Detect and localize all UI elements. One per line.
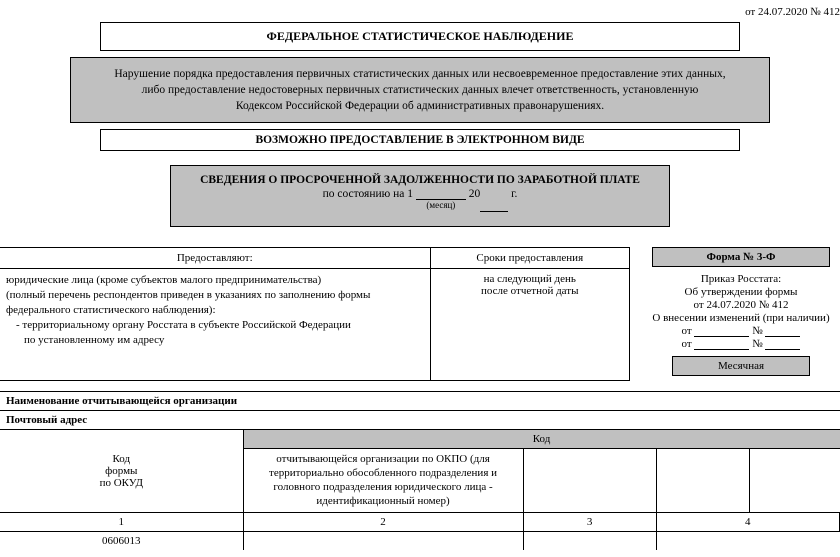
org-table: Наименование отчитывающейся организации … xyxy=(0,391,840,550)
blank-cell[interactable] xyxy=(656,448,749,512)
text: № xyxy=(752,325,763,337)
main-title: ФЕДЕРАЛЬНОЕ СТАТИСТИЧЕСКОЕ НАБЛЮДЕНИЕ xyxy=(101,23,739,50)
colnum: 2 xyxy=(243,512,523,531)
text: на следующий день xyxy=(484,273,576,285)
text: - территориальному органу Росстата в суб… xyxy=(16,319,351,331)
form-meta: Форма № 3-Ф Приказ Росстата: Об утвержде… xyxy=(630,247,840,376)
text: г. xyxy=(511,188,517,200)
text: от xyxy=(682,325,692,337)
text: № xyxy=(752,338,763,350)
provide-table: Предоставляют: Сроки предоставления юрид… xyxy=(0,247,630,380)
order-from-line: от № xyxy=(642,338,840,350)
header-ref: от 24.07.2020 № 412 xyxy=(0,6,840,18)
text: (полный перечень респондентов приведен в… xyxy=(6,289,370,301)
warning-line: Кодексом Российской Федерации об админис… xyxy=(236,100,604,112)
blank[interactable] xyxy=(765,338,800,350)
blank-cell[interactable] xyxy=(656,531,839,550)
deadline-cell: на следующий день после отчетной даты xyxy=(430,269,630,380)
warning-line: Нарушение порядка предоставления первичн… xyxy=(114,68,725,80)
blank[interactable] xyxy=(765,325,800,337)
text: после отчетной даты xyxy=(481,285,578,297)
order-line: Приказ Росстата: xyxy=(642,273,840,285)
title-frame: ФЕДЕРАЛЬНОЕ СТАТИСТИЧЕСКОЕ НАБЛЮДЕНИЕ xyxy=(100,22,740,51)
month-caption: (месяц) xyxy=(416,200,466,210)
provide-body: юридические лица (кроме субъектов малого… xyxy=(0,269,430,380)
text: 20 xyxy=(469,188,481,200)
form-subject-box: СВЕДЕНИЯ О ПРОСРОЧЕННОЙ ЗАДОЛЖЕННОСТИ ПО… xyxy=(170,165,670,227)
blank[interactable] xyxy=(694,325,749,337)
col-header: Сроки предоставления xyxy=(430,248,630,269)
colnum: 4 xyxy=(656,512,839,531)
warning-box: Нарушение порядка предоставления первичн… xyxy=(70,57,770,123)
warning-line: либо предоставление недостоверных первич… xyxy=(142,84,699,96)
order-line: О внесении изменений (при наличии) xyxy=(642,312,840,324)
blank-cell[interactable] xyxy=(243,531,523,550)
code-header: Код xyxy=(243,429,839,448)
order-from-line: от № xyxy=(642,325,840,337)
blank-cell[interactable] xyxy=(523,448,656,512)
post-blank[interactable] xyxy=(243,410,839,429)
okpo-desc: отчитывающейся организации по ОКПО (для … xyxy=(243,448,523,512)
text: по состоянию на 1 xyxy=(323,188,413,200)
text: юридические лица (кроме субъектов малого… xyxy=(6,274,321,286)
periodicity-box: Месячная xyxy=(672,356,810,376)
blank[interactable] xyxy=(694,338,749,350)
org-blank[interactable] xyxy=(243,391,839,410)
colnum: 3 xyxy=(523,512,656,531)
electronic-note: ВОЗМОЖНО ПРЕДОСТАВЛЕНИЕ В ЭЛЕКТРОННОМ ВИ… xyxy=(100,129,740,151)
okud-header: Код формы по ОКУД xyxy=(0,429,243,512)
post-label: Почтовый адрес xyxy=(0,410,243,429)
col-header: Предоставляют: xyxy=(0,248,430,269)
order-line: от 24.07.2020 № 412 xyxy=(642,299,840,311)
text: федерального статистического наблюдения)… xyxy=(6,304,216,316)
text: Код xyxy=(112,453,130,465)
order-line: Об утверждении формы xyxy=(642,286,840,298)
text: по ОКУД xyxy=(100,477,143,489)
month-blank[interactable] xyxy=(416,188,466,200)
text: формы xyxy=(105,465,137,477)
text: от xyxy=(682,338,692,350)
form-number-box: Форма № 3-Ф xyxy=(652,247,830,267)
year-blank[interactable] xyxy=(480,200,508,212)
okud-value: 0606013 xyxy=(0,531,243,550)
form-date-line: по состоянию на 1 (месяц) 20 г. xyxy=(183,188,657,212)
colnum: 1 xyxy=(0,512,243,531)
text: по установленному им адресу xyxy=(24,334,164,346)
blank-cell[interactable] xyxy=(750,448,840,512)
org-label: Наименование отчитывающейся организации xyxy=(0,391,243,410)
form-subject-title: СВЕДЕНИЯ О ПРОСРОЧЕННОЙ ЗАДОЛЖЕННОСТИ ПО… xyxy=(183,174,657,186)
blank-cell[interactable] xyxy=(523,531,656,550)
